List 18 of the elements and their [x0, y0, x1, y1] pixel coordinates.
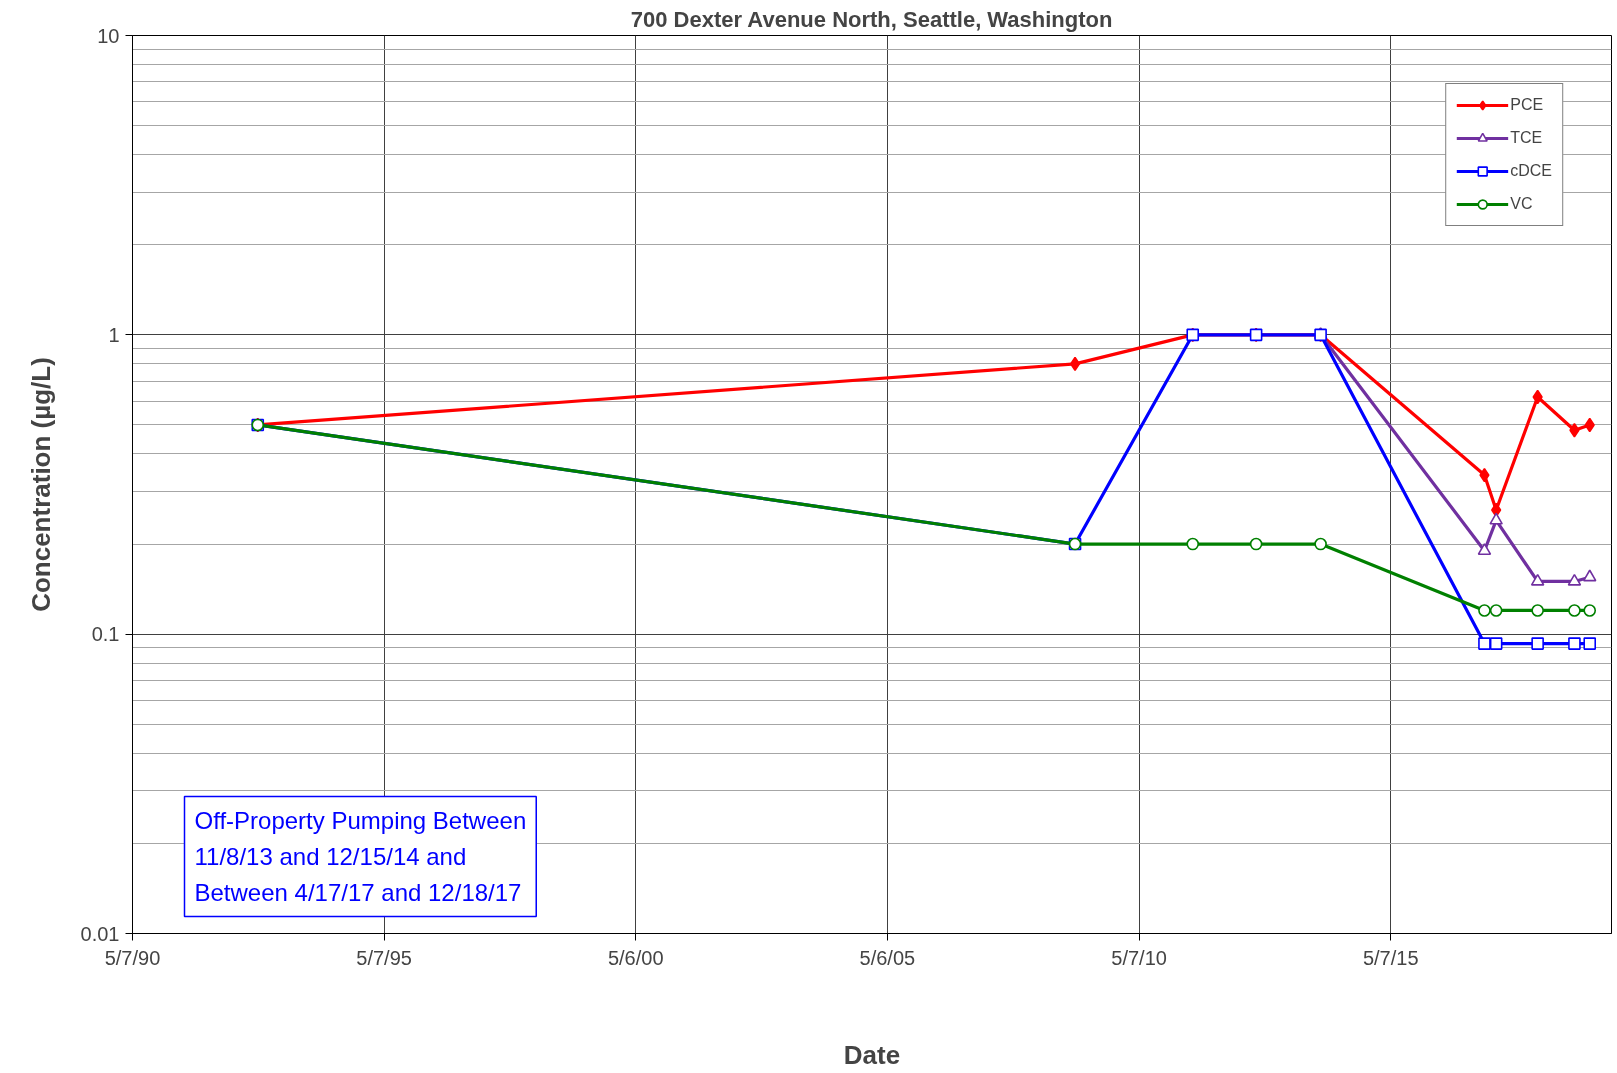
y-tick-label: 0.1 [91, 623, 120, 646]
x-tick-label: 5/6/00 [607, 946, 664, 969]
x-axis-title: Date [843, 1039, 901, 1070]
legend-label: TCE [1510, 129, 1543, 147]
annotation: Off-Property Pumping Between 11/8/13 and 12/15/14 and Between 4/17/17 and 12/18/17 [194, 806, 527, 907]
x-tick-label: 5/7/10 [1111, 946, 1167, 969]
x-tick-label: 5/6/05 [859, 946, 916, 969]
y-axis-title: Concentration (µg/L) [25, 357, 56, 612]
legend-label: cDCE [1510, 162, 1552, 180]
x-tick-label: 5/7/15 [1362, 946, 1419, 969]
x-tick-label: 5/7/90 [104, 946, 161, 969]
y-tick-label: 1 [108, 323, 120, 346]
y-tick-label: 0.01 [80, 922, 120, 945]
legend-label: VC [1510, 195, 1533, 213]
y-tick-label: 10 [97, 24, 120, 47]
legend-label: PCE [1510, 96, 1544, 114]
x-tick-label: 5/7/95 [356, 946, 412, 969]
chart-title: 700 Dexter Avenue North, Seattle, Washington [630, 6, 1113, 32]
